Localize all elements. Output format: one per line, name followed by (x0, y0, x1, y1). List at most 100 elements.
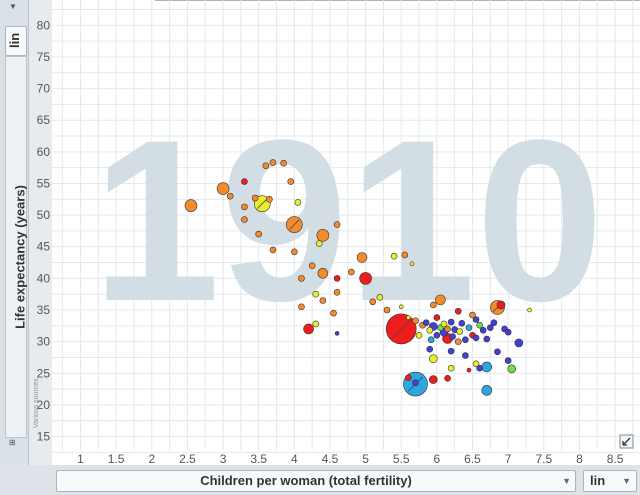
chevron-down-icon[interactable]: ▼ (622, 476, 631, 486)
bubble[interactable] (454, 338, 462, 345)
bubble[interactable] (444, 375, 451, 382)
bubble[interactable] (440, 320, 448, 328)
bubble[interactable] (422, 319, 430, 326)
grid-icon[interactable]: ⊞ (9, 438, 16, 447)
bubble[interactable] (412, 317, 419, 325)
x-scale-selector[interactable]: lin ▼ (583, 470, 637, 492)
bubble[interactable] (216, 182, 230, 195)
bubble[interactable] (507, 364, 517, 374)
bubble[interactable] (481, 385, 493, 396)
bubble[interactable] (333, 275, 341, 282)
expand-icon[interactable] (619, 434, 634, 449)
bubble[interactable] (251, 194, 259, 202)
x-indicator-selector[interactable]: Children per woman (total fertility) ▼ (56, 470, 576, 492)
bubble[interactable] (333, 288, 341, 296)
bubble[interactable] (449, 333, 456, 340)
bubble[interactable] (481, 361, 493, 373)
bubble[interactable] (241, 216, 248, 223)
bubble[interactable] (312, 290, 320, 298)
bubble[interactable] (412, 379, 419, 387)
bubble[interactable] (298, 303, 305, 311)
bubble[interactable] (427, 336, 435, 344)
bubble[interactable] (496, 300, 506, 310)
bubble[interactable] (444, 325, 451, 333)
bubble[interactable] (269, 159, 277, 166)
bubble[interactable] (184, 199, 198, 212)
bubble[interactable] (472, 316, 480, 323)
bubble[interactable] (466, 367, 472, 373)
bubble[interactable] (462, 352, 469, 359)
bubble[interactable] (494, 348, 501, 356)
bubble[interactable] (298, 275, 305, 282)
bubble[interactable] (409, 261, 415, 267)
bubble[interactable] (447, 347, 455, 355)
bubble[interactable] (454, 307, 462, 315)
bubble[interactable] (490, 319, 498, 326)
bubbles[interactable] (184, 159, 532, 397)
bubble[interactable] (462, 336, 469, 344)
bubble[interactable] (415, 332, 423, 339)
bubble[interactable] (308, 262, 316, 270)
bubble[interactable] (487, 324, 494, 332)
bubble[interactable] (255, 230, 262, 238)
bubble[interactable] (426, 345, 434, 353)
bubble[interactable] (433, 332, 441, 339)
bubble[interactable] (405, 374, 412, 381)
bubble[interactable] (429, 375, 438, 384)
bubble[interactable] (476, 321, 483, 329)
bubble[interactable] (447, 318, 455, 326)
bubble[interactable] (472, 360, 480, 368)
bubble[interactable] (287, 178, 295, 185)
bubble[interactable] (483, 335, 491, 343)
bubble[interactable] (312, 320, 320, 328)
bubble[interactable] (433, 314, 441, 321)
bubble[interactable] (359, 272, 372, 285)
bubble[interactable] (426, 326, 434, 334)
bubble[interactable] (514, 338, 524, 348)
bubble[interactable] (334, 331, 340, 336)
bubble[interactable] (317, 268, 329, 279)
bubble[interactable] (315, 240, 323, 247)
bubble[interactable] (369, 298, 377, 306)
bubble[interactable] (333, 221, 341, 228)
bubble[interactable] (241, 203, 248, 211)
bubble[interactable] (291, 248, 298, 256)
chevron-down-icon[interactable]: ▼ (562, 476, 571, 486)
bubble[interactable] (527, 307, 532, 313)
bubble[interactable] (226, 192, 234, 200)
bubble[interactable] (430, 301, 437, 309)
bubble[interactable] (383, 306, 391, 314)
bubble[interactable] (401, 251, 409, 259)
bubble[interactable] (241, 178, 248, 185)
bubble[interactable] (429, 354, 438, 364)
bubble[interactable] (269, 246, 277, 254)
bubble[interactable] (504, 328, 512, 336)
chevron-down-icon[interactable]: ▼ (9, 2, 17, 11)
bubble[interactable] (330, 309, 337, 317)
y-scale-selector[interactable]: lin (5, 26, 27, 56)
bubble[interactable] (476, 364, 483, 372)
bubble[interactable] (472, 334, 480, 342)
bubble[interactable] (447, 364, 455, 372)
bubble[interactable] (504, 357, 512, 364)
bubble[interactable] (280, 159, 287, 167)
bubble[interactable] (303, 323, 314, 335)
bubble[interactable] (356, 252, 368, 263)
bubble[interactable] (469, 311, 476, 319)
y-indicator-selector[interactable]: Life expectancy (years) (5, 56, 28, 438)
bubble[interactable] (465, 324, 473, 332)
bubble[interactable] (348, 268, 355, 276)
bubble[interactable] (319, 297, 327, 304)
bubble[interactable] (390, 252, 398, 260)
bubble[interactable] (398, 304, 404, 310)
bubble[interactable] (406, 315, 411, 320)
bubble[interactable] (458, 319, 466, 327)
bubble[interactable] (316, 229, 330, 242)
bubble[interactable] (376, 294, 384, 301)
bubble[interactable] (456, 328, 463, 335)
bubble[interactable] (435, 294, 446, 306)
bubble[interactable] (479, 326, 487, 334)
bubble[interactable] (266, 195, 273, 203)
bubble[interactable] (262, 162, 270, 170)
bubble[interactable] (294, 199, 302, 206)
